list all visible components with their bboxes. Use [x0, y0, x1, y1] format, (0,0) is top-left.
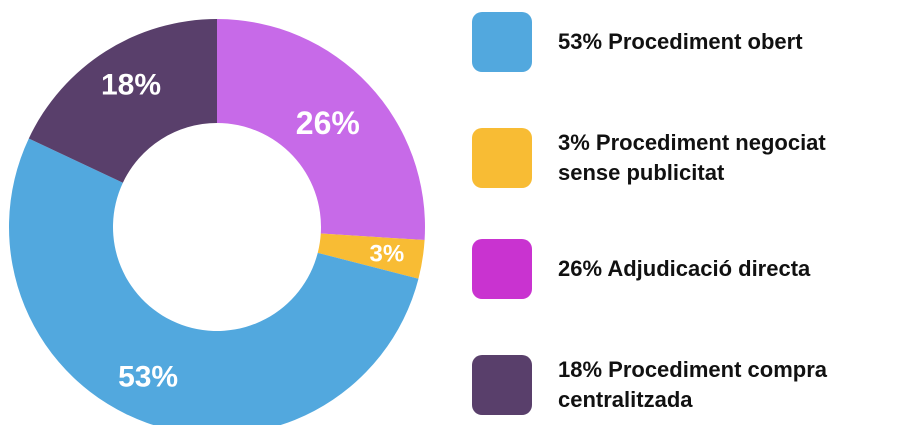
legend-item-procediment-compra-centralitzada: 18% Procediment compra centralitzada [472, 355, 908, 415]
donut-slice-procediment-negociat [317, 233, 425, 279]
legend-label-procediment-obert: 53% Procediment obert [558, 29, 803, 54]
slice-label-procediment-negociat: 3% [370, 240, 405, 267]
legend-label-adjudicacio-directa: 26% Adjudicació directa [558, 256, 811, 281]
legend: 53% Procediment obert 3% Procediment neg… [472, 0, 908, 425]
donut-slice-procediment-obert [9, 138, 419, 425]
slice-label-procediment-compra-centralitzada: 18% [101, 69, 161, 102]
donut-chart: 26% 3% 53% 18% [9, 19, 425, 425]
legend-swatch-procediment-compra-centralitzada [472, 355, 532, 415]
slice-label-adjudicacio-directa: 26% [296, 105, 360, 141]
donut-slice-labels: 26% 3% 53% 18% [101, 69, 404, 394]
legend-item-adjudicacio-directa: 26% Adjudicació directa [472, 239, 908, 299]
slice-label-procediment-obert: 53% [118, 361, 178, 394]
donut-slice-adjudicacio-directa [217, 19, 425, 241]
legend-item-procediment-negociat: 3% Procediment negociat sense publicitat [472, 128, 908, 188]
legend-label-procediment-negociat: 3% Procediment negociat sense publicitat [558, 130, 826, 185]
donut-slices [9, 19, 425, 425]
legend-swatch-procediment-negociat [472, 128, 532, 188]
legend-label-procediment-compra-centralitzada: 18% Procediment compra centralitzada [558, 357, 827, 412]
legend-item-procediment-obert: 53% Procediment obert [472, 12, 908, 72]
legend-swatch-adjudicacio-directa [472, 239, 532, 299]
legend-swatch-procediment-obert [472, 12, 532, 72]
donut-slice-procediment-compra-centralitzada [28, 19, 217, 183]
